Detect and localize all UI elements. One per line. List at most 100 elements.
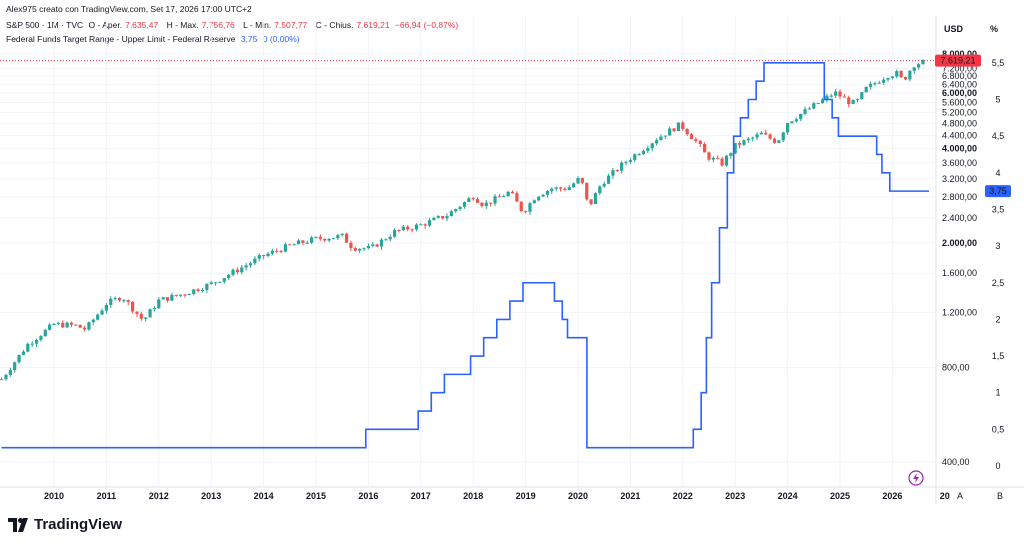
year-tick-label: 2019 xyxy=(516,491,536,501)
candle-body xyxy=(218,281,222,283)
usd-tick-label: 6.000,00 xyxy=(942,88,977,98)
year-tick-label: 2023 xyxy=(725,491,745,501)
candle-body xyxy=(310,237,314,243)
usd-tick-label: 5.200,00 xyxy=(942,108,977,118)
candle-body xyxy=(567,187,571,191)
year-tick-label: 2017 xyxy=(411,491,431,501)
usd-tick-label: 4.800,00 xyxy=(942,119,977,129)
candle-body xyxy=(899,71,903,78)
candle-body xyxy=(336,235,340,239)
candle-body xyxy=(187,293,191,296)
candle-body xyxy=(327,239,331,241)
candle-body xyxy=(235,269,239,273)
candle-body xyxy=(65,322,69,328)
candle-body xyxy=(528,203,532,212)
usd-tick-label: 2.000,00 xyxy=(942,238,977,248)
candle-body xyxy=(694,139,698,141)
usd-axis: 400,00 800,00 1.200,00 1.600,00 2.000,00 2.40… xyxy=(942,49,977,467)
fed-funds-legend[interactable]: Federal Funds Target Range - Upper Limit… xyxy=(6,34,303,44)
fed-funds-name[interactable]: Federal Funds Target Range - Upper Limit… xyxy=(6,34,236,44)
time-axis: 2010 2011 2012 2013 2014 2015 2016 2017 2018 2019… xyxy=(44,491,950,501)
candle-body xyxy=(122,300,126,302)
candle-body xyxy=(720,158,724,166)
candle-body xyxy=(598,186,602,194)
candle-body xyxy=(537,196,541,201)
candle-body xyxy=(545,190,550,195)
candle-body xyxy=(432,217,436,221)
candle-body xyxy=(711,157,715,160)
year-tick-label: 2012 xyxy=(149,491,169,501)
candle-body xyxy=(838,91,842,97)
year-tick-label: 20 xyxy=(940,491,950,501)
candle-body xyxy=(663,135,667,137)
candle-body xyxy=(436,216,440,218)
candle-body xyxy=(179,294,183,296)
percent-axis: 0 0,5 1 1,5 2 2,5 3 3,5 4 4,5 5 5,5 xyxy=(992,58,1005,471)
close-value: 7.619,21 xyxy=(356,20,390,30)
candle-body xyxy=(205,283,209,291)
candle-body xyxy=(764,132,768,135)
candle-body xyxy=(69,322,74,325)
candle-body xyxy=(864,86,868,93)
candle-body xyxy=(39,336,43,340)
usd-tick-label: 2.800,00 xyxy=(942,192,977,202)
percent-axis-header[interactable]: % xyxy=(990,24,999,34)
candle-body xyxy=(786,123,790,133)
candle-body xyxy=(305,242,309,244)
candle-body xyxy=(148,309,152,318)
candle-body xyxy=(388,236,392,240)
last-price-label: 7.619,21 xyxy=(940,56,975,66)
symbol-name[interactable]: S&P 500 · 1M · TVC xyxy=(6,20,84,30)
usd-tick-label: 1.600,00 xyxy=(942,268,977,278)
year-tick-label: 2011 xyxy=(97,491,117,501)
candle-body xyxy=(886,78,890,80)
symbol-legend[interactable]: S&P 500 · 1M · TVC O - Aper. 7.635,47 H -… xyxy=(6,20,461,30)
alert-icon[interactable] xyxy=(908,470,924,486)
auto-scale-button[interactable]: A xyxy=(957,491,963,501)
candle-body xyxy=(379,239,384,247)
candle-body xyxy=(135,311,139,314)
svg-text:A: A xyxy=(957,491,963,501)
candle-body xyxy=(781,132,785,141)
candle-body xyxy=(903,77,908,80)
candle-body xyxy=(480,202,484,207)
usd-axis-header[interactable]: USD xyxy=(944,24,964,34)
percent-tick-label: 4,5 xyxy=(992,131,1005,141)
usd-tick-label: 800,00 xyxy=(942,363,970,373)
chart-attribution: Alex975 creato con TradingView.com, Set … xyxy=(6,4,252,14)
candle-body xyxy=(0,379,4,381)
candle-body xyxy=(650,143,654,149)
year-tick-label: 2025 xyxy=(830,491,850,501)
candle-body xyxy=(248,263,253,266)
low-label: L - Min. xyxy=(243,20,272,30)
candle-body xyxy=(842,96,846,98)
candle-body xyxy=(676,122,681,132)
candle-body xyxy=(589,199,593,205)
candle-body xyxy=(746,138,750,141)
candle-body xyxy=(213,282,218,284)
scale-b-button[interactable]: B xyxy=(997,491,1003,501)
candle-body xyxy=(275,250,279,252)
candle-body xyxy=(807,108,812,110)
candle-body xyxy=(908,70,912,80)
candle-body xyxy=(742,140,746,145)
candle-body xyxy=(829,95,833,97)
candle-body xyxy=(519,201,523,212)
candle-body xyxy=(524,211,528,213)
grid xyxy=(0,16,936,487)
percent-tick-label: 2,5 xyxy=(992,278,1005,288)
last-price-marker: 7.619,21 xyxy=(935,54,981,67)
candle-body xyxy=(851,100,855,104)
usd-tick-label: 2.400,00 xyxy=(942,213,977,223)
candle-body xyxy=(314,236,318,238)
usd-tick-label: 5.600,00 xyxy=(942,98,977,108)
tradingview-logo[interactable]: TradingView xyxy=(8,516,122,533)
usd-tick-label: 6.800,00 xyxy=(942,71,977,81)
candle-body xyxy=(550,188,554,191)
candle-body xyxy=(733,142,737,154)
candle-body xyxy=(292,244,296,246)
candle-body xyxy=(672,128,676,132)
candle-body xyxy=(506,191,510,196)
year-tick-label: 2022 xyxy=(673,491,693,501)
